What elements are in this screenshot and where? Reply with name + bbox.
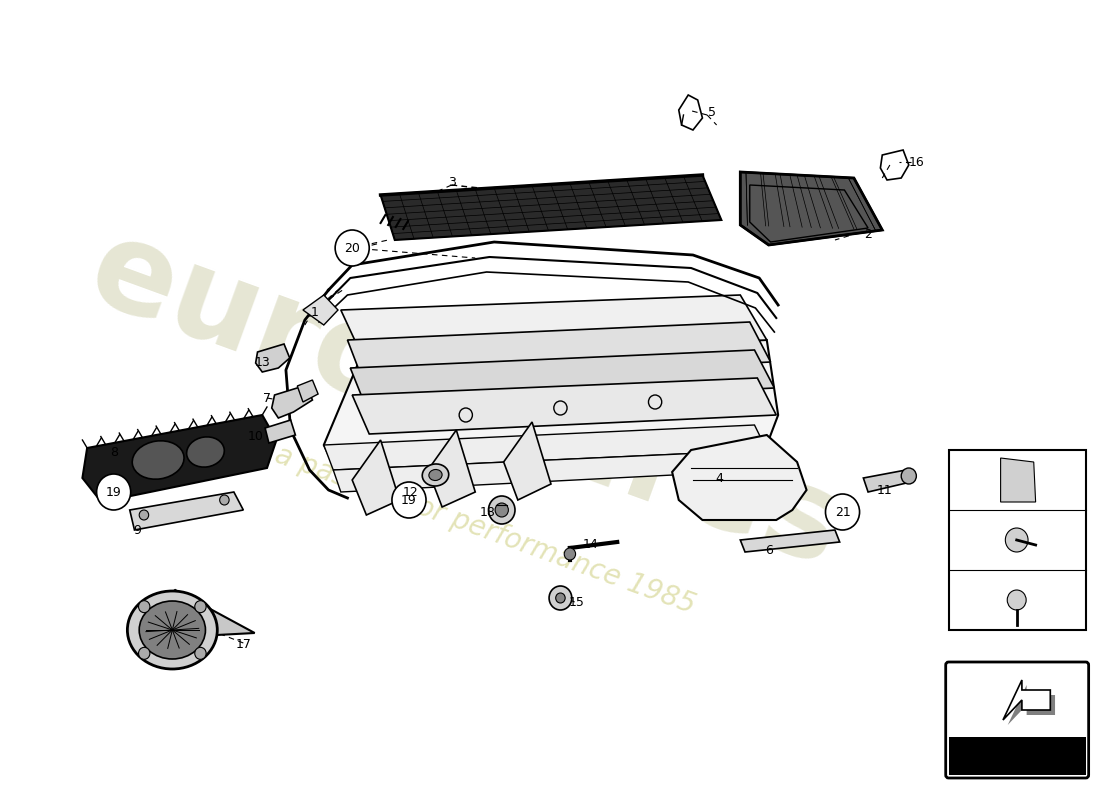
Ellipse shape <box>429 470 442 481</box>
Text: 21: 21 <box>958 474 974 486</box>
Text: 807 08: 807 08 <box>982 748 1052 766</box>
Ellipse shape <box>187 437 224 467</box>
Text: 16: 16 <box>909 155 924 169</box>
Polygon shape <box>428 430 475 507</box>
Polygon shape <box>1001 458 1035 502</box>
Text: 18: 18 <box>480 506 495 519</box>
Circle shape <box>495 503 508 517</box>
Polygon shape <box>672 435 806 520</box>
Text: 13: 13 <box>254 355 271 369</box>
Text: 4: 4 <box>715 471 724 485</box>
Polygon shape <box>323 425 767 470</box>
Polygon shape <box>333 450 771 492</box>
Circle shape <box>195 647 206 659</box>
Text: 11: 11 <box>877 483 892 497</box>
Circle shape <box>556 593 565 603</box>
Text: eurospares: eurospares <box>74 208 858 592</box>
Ellipse shape <box>140 601 206 659</box>
Polygon shape <box>350 350 774 408</box>
FancyBboxPatch shape <box>946 662 1089 778</box>
Text: 21: 21 <box>835 506 850 518</box>
Circle shape <box>139 647 150 659</box>
Polygon shape <box>82 415 276 502</box>
Polygon shape <box>341 295 767 355</box>
Polygon shape <box>130 492 243 530</box>
Circle shape <box>97 474 131 510</box>
Polygon shape <box>128 590 255 635</box>
Text: 5: 5 <box>708 106 716 118</box>
Polygon shape <box>504 422 551 500</box>
Polygon shape <box>381 175 722 240</box>
Circle shape <box>139 601 150 613</box>
Polygon shape <box>265 420 296 443</box>
Text: 2: 2 <box>865 229 872 242</box>
Polygon shape <box>302 295 338 325</box>
Polygon shape <box>323 340 778 480</box>
Text: 9: 9 <box>133 523 141 537</box>
Text: 19: 19 <box>106 486 121 498</box>
Polygon shape <box>740 530 839 552</box>
Circle shape <box>1005 528 1028 552</box>
Polygon shape <box>352 378 777 434</box>
Ellipse shape <box>132 441 184 479</box>
Polygon shape <box>272 385 312 418</box>
Text: 6: 6 <box>764 543 772 557</box>
Circle shape <box>901 468 916 484</box>
Polygon shape <box>348 322 771 382</box>
Circle shape <box>549 586 572 610</box>
Text: 10: 10 <box>248 430 264 442</box>
Polygon shape <box>297 380 318 402</box>
Polygon shape <box>740 172 882 245</box>
Text: 8: 8 <box>110 446 118 458</box>
Polygon shape <box>255 344 289 372</box>
Circle shape <box>195 601 206 613</box>
Circle shape <box>564 548 575 560</box>
Circle shape <box>488 496 515 524</box>
Text: 7: 7 <box>263 391 271 405</box>
Text: 1: 1 <box>310 306 318 318</box>
Polygon shape <box>352 440 399 515</box>
Text: 19: 19 <box>402 494 417 506</box>
Text: 19: 19 <box>958 594 974 606</box>
Ellipse shape <box>128 591 218 669</box>
Text: 12: 12 <box>403 486 419 498</box>
Circle shape <box>336 230 370 266</box>
Circle shape <box>140 510 148 520</box>
Text: 20: 20 <box>344 242 360 254</box>
Circle shape <box>825 494 859 530</box>
Text: 15: 15 <box>569 595 584 609</box>
Circle shape <box>392 482 426 518</box>
Circle shape <box>1008 590 1026 610</box>
Text: 20: 20 <box>958 534 974 546</box>
Ellipse shape <box>422 464 449 486</box>
Polygon shape <box>864 470 911 492</box>
Text: 17: 17 <box>235 638 251 651</box>
Text: a passion for performance 1985: a passion for performance 1985 <box>271 441 698 619</box>
Text: 14: 14 <box>583 538 598 551</box>
Polygon shape <box>1003 680 1050 720</box>
FancyBboxPatch shape <box>948 737 1086 775</box>
Text: 3: 3 <box>448 177 455 190</box>
Circle shape <box>220 495 229 505</box>
Polygon shape <box>1008 685 1055 725</box>
FancyBboxPatch shape <box>948 450 1086 630</box>
